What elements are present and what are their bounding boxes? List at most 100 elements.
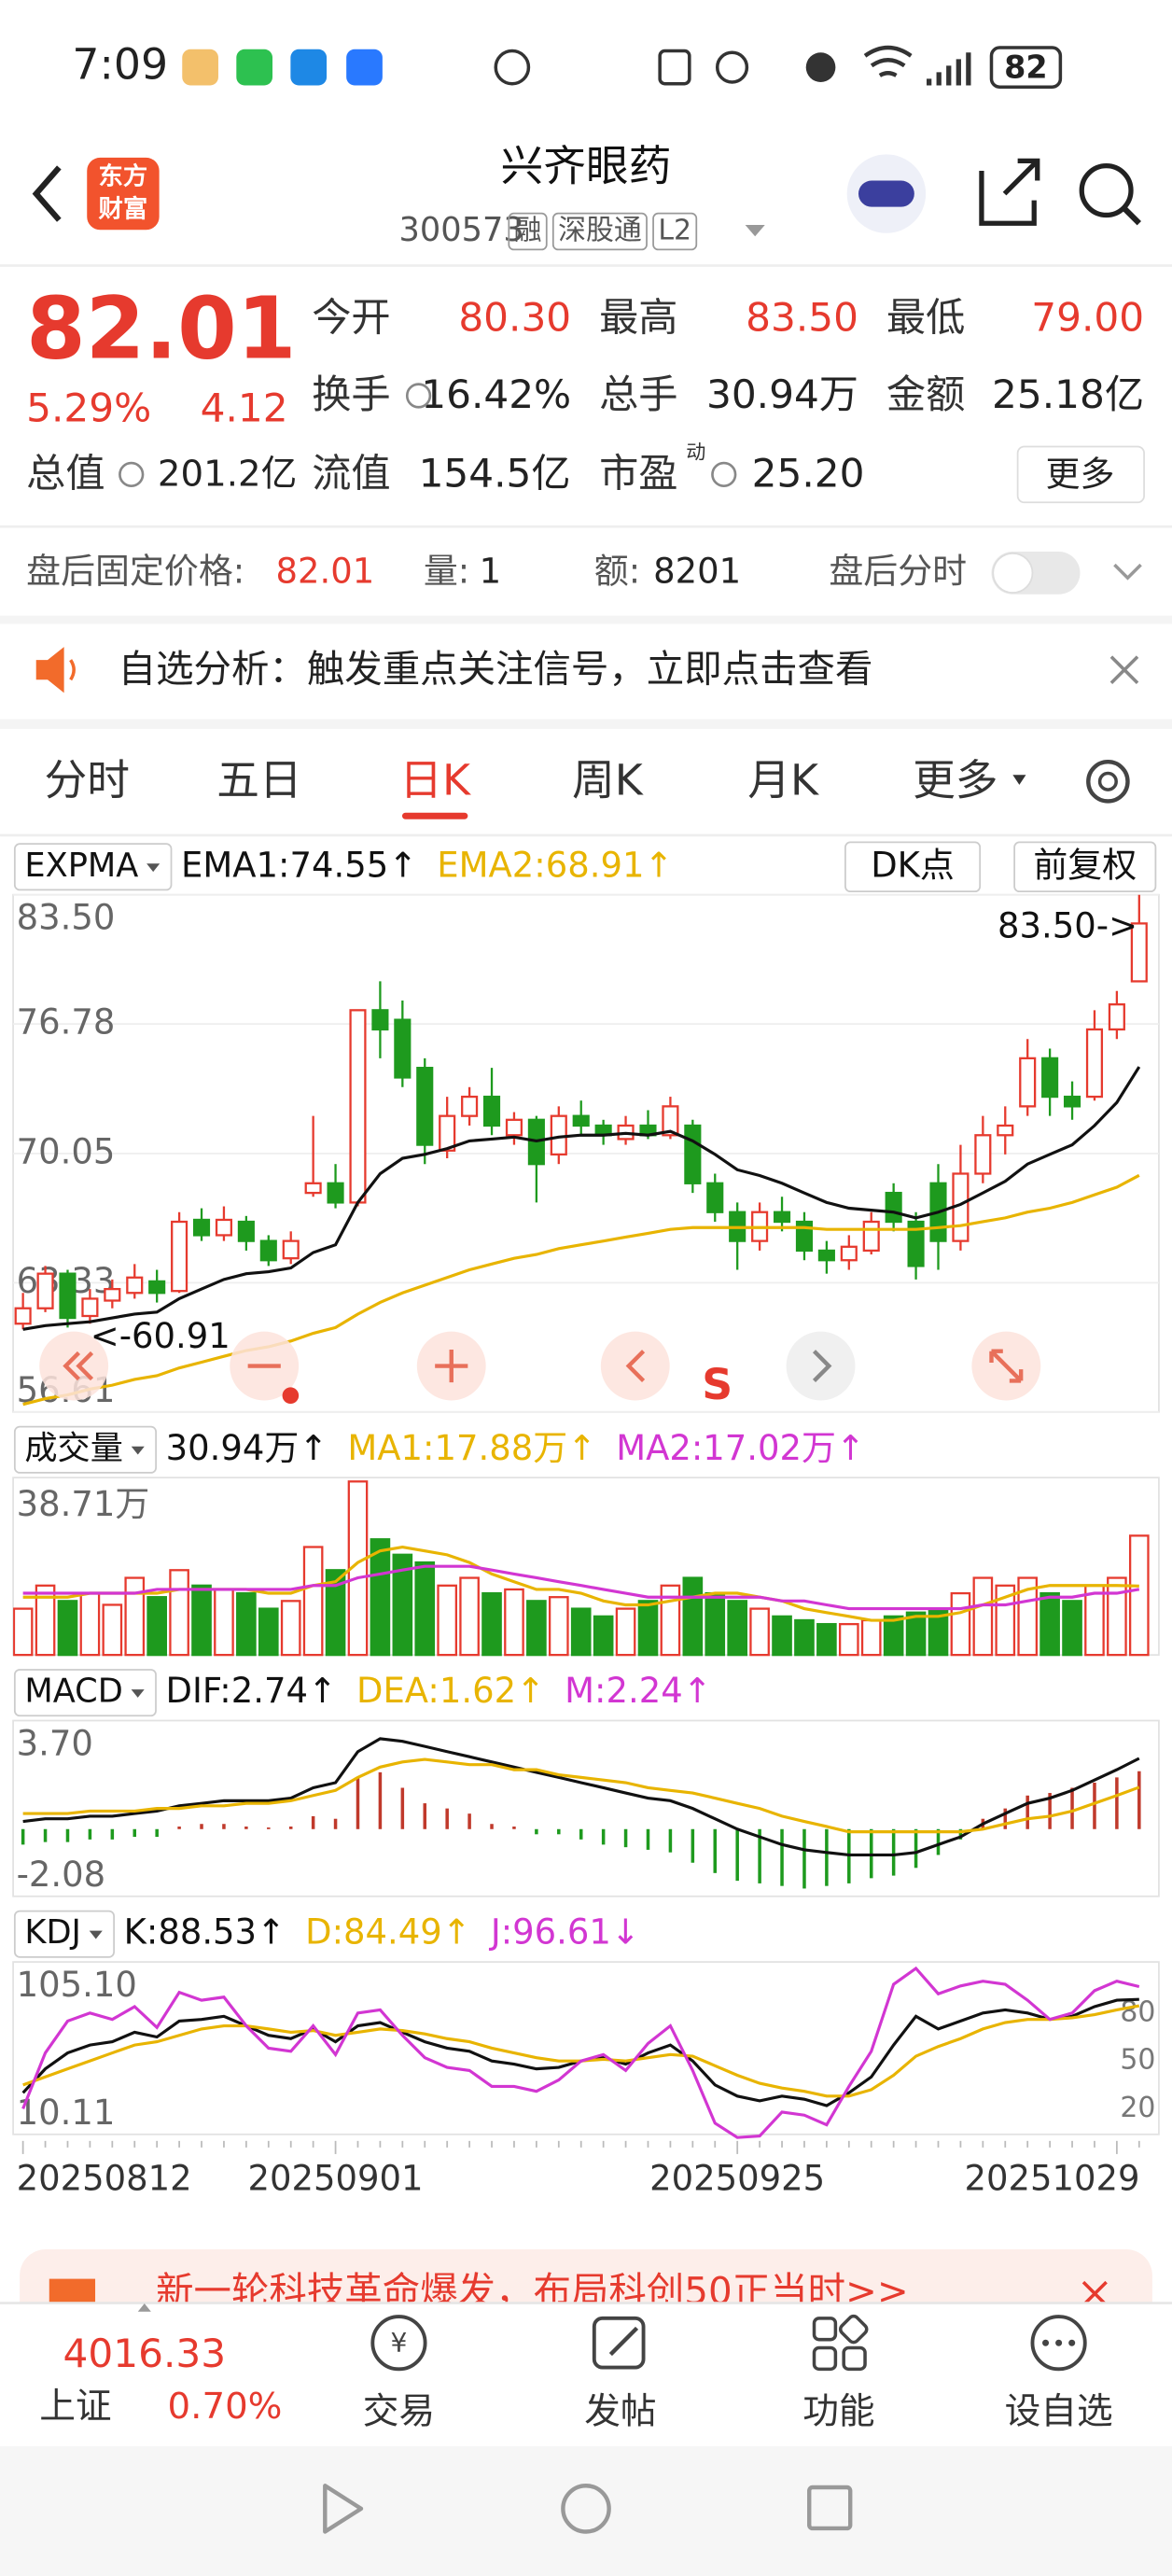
expand-arrow[interactable] — [1113, 563, 1142, 581]
indicator-title[interactable]: KDJ — [24, 1913, 81, 1952]
icon — [989, 1349, 1024, 1383]
volume-bar — [57, 1600, 78, 1657]
nav-label[interactable]: 发帖 — [584, 2390, 656, 2432]
candle-body — [237, 1220, 255, 1242]
scroll-left-fast[interactable] — [39, 1331, 109, 1401]
nav-label[interactable]: 功能 — [802, 2390, 874, 2432]
indicator-line — [22, 1757, 1140, 1834]
candle-body — [126, 1276, 144, 1295]
candle-body — [215, 1218, 233, 1237]
period-tab[interactable]: 周K — [572, 756, 644, 805]
battery-level: 82 — [1004, 49, 1048, 85]
candle-body — [394, 1018, 412, 1079]
chart-button[interactable] — [1013, 841, 1157, 893]
max-price-label: 83.50-> — [998, 905, 1137, 945]
signal-marker[interactable]: S — [702, 1360, 732, 1409]
app-logo — [87, 157, 160, 231]
chart-button-label: DK点 — [871, 845, 955, 885]
system-nav — [0, 2446, 1172, 2576]
chart-button[interactable] — [844, 841, 982, 893]
volume-bar — [302, 1546, 324, 1657]
badge — [551, 212, 648, 251]
index-value[interactable]: 4016.33 — [63, 2331, 227, 2376]
field-value: 154.5亿 — [419, 451, 571, 497]
badges: 融深股通 L2 — [508, 212, 698, 251]
search-button[interactable] — [1079, 163, 1134, 218]
scroll-left[interactable] — [600, 1331, 670, 1401]
candle-body — [1085, 1028, 1104, 1099]
more-button[interactable] — [1016, 445, 1145, 504]
chart-marks — [21, 1737, 1141, 1889]
share-button[interactable] — [979, 158, 1040, 226]
settings-button[interactable] — [1086, 760, 1130, 804]
logo-text: 东方 — [99, 161, 148, 190]
nav-home[interactable] — [561, 2484, 611, 2534]
candle-body — [81, 1297, 99, 1318]
candle-body — [192, 1218, 211, 1237]
indicator-line — [22, 1066, 1141, 1331]
info-icon[interactable] — [711, 461, 737, 488]
badge — [652, 212, 698, 251]
indicator-title[interactable]: EXPMA — [24, 847, 138, 885]
scroll-right[interactable] — [786, 1331, 856, 1401]
selector-arrow — [131, 1689, 145, 1698]
volume-bar — [816, 1622, 837, 1657]
volume-bar — [102, 1603, 123, 1657]
info-icon[interactable] — [405, 383, 432, 409]
indicator-selector — [13, 1910, 115, 1958]
volume-bar — [749, 1607, 770, 1657]
indicator-title[interactable]: 成交量 — [24, 1429, 123, 1467]
badge — [508, 212, 548, 251]
min-price-label: <-60.91 — [91, 1316, 230, 1356]
period-tab[interactable]: 日K — [399, 756, 471, 805]
x-tick-label: 20250901 — [248, 2159, 424, 2199]
candle-body — [148, 1280, 166, 1295]
close-notice[interactable] — [1109, 655, 1139, 685]
period-tab[interactable]: 更多 — [913, 756, 998, 805]
divider — [0, 264, 1172, 267]
volume-bar — [437, 1584, 457, 1657]
indicator-value: 30.94万↑ — [166, 1428, 328, 1468]
indicator-line — [21, 1966, 1140, 2139]
nav-recents[interactable] — [807, 2485, 853, 2531]
after-hours-volume: 1 — [480, 551, 502, 591]
nav-label[interactable]: 设自选 — [1005, 2390, 1113, 2432]
indicator-line — [22, 1737, 1140, 1856]
after-hours-price: 82.01 — [276, 551, 375, 591]
icon — [812, 1350, 832, 1382]
nav-label[interactable]: 交易 — [363, 2390, 435, 2432]
volume-bar — [13, 1607, 34, 1657]
info-icon[interactable] — [119, 461, 145, 488]
notice-text[interactable]: 自选分析：触发重点关注信号，立即点击查看 — [119, 646, 873, 691]
field-value: 201.2亿 — [158, 454, 297, 496]
volume-bar — [1107, 1576, 1127, 1657]
volume-bar — [325, 1569, 346, 1657]
volume-bar — [481, 1591, 502, 1657]
period-tab[interactable]: 月K — [747, 756, 819, 805]
period-tab[interactable]: 五日 — [216, 756, 301, 805]
after-hours-toggle-label: 盘后分时 — [829, 551, 967, 591]
back-button[interactable] — [32, 165, 62, 222]
volume-bar — [1039, 1591, 1060, 1657]
close-ad[interactable] — [1081, 2280, 1108, 2306]
nav-back[interactable] — [323, 2484, 364, 2534]
stock-code: 300573 — [398, 211, 523, 249]
chart-marks — [13, 1480, 1150, 1657]
candle-body — [1019, 1057, 1037, 1108]
last-price: 82.01 — [26, 279, 296, 379]
indicator-line — [22, 1564, 1140, 1611]
field-value: 79.00 — [1031, 295, 1144, 341]
candle-body — [349, 1009, 367, 1204]
candle-body — [327, 1182, 344, 1204]
volume-bar — [392, 1553, 413, 1657]
tab-underline — [401, 812, 468, 819]
indicator-title[interactable]: MACD — [24, 1673, 122, 1711]
search-handle — [1122, 206, 1141, 226]
icon — [435, 1349, 468, 1383]
field-label: 金额 — [886, 371, 965, 417]
volume-bar — [459, 1576, 480, 1657]
volume-bar — [794, 1618, 815, 1657]
period-tab[interactable]: 分时 — [45, 756, 130, 805]
candle-body — [482, 1095, 501, 1127]
field-sup: 动 — [686, 441, 705, 464]
